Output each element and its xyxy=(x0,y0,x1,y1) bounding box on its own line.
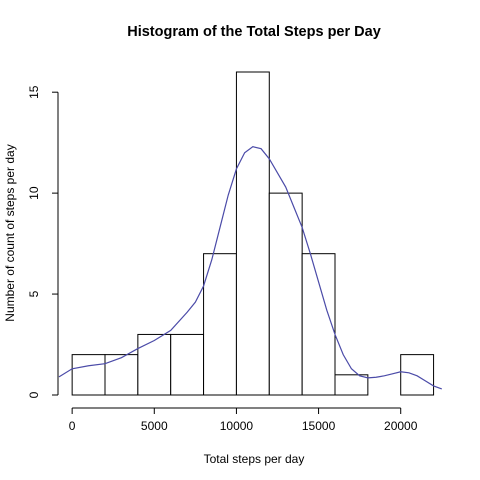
histogram-bar xyxy=(301,253,336,396)
histogram-bar xyxy=(104,354,139,396)
histogram-bar xyxy=(400,354,435,396)
y-axis: 0 5 10 15 xyxy=(27,85,59,398)
x-tick-label: 10000 xyxy=(220,419,254,433)
bars-group xyxy=(71,71,435,396)
y-tick-label: 10 xyxy=(27,186,41,200)
x-axis: 0 5000 10000 15000 20000 xyxy=(69,407,418,433)
y-axis-label: Number of count of steps per day xyxy=(3,144,17,321)
histogram-bar xyxy=(71,354,106,396)
histogram-bar xyxy=(203,253,237,396)
histogram-bar xyxy=(334,374,369,396)
x-tick-label: 15000 xyxy=(302,419,336,433)
y-tick-label: 15 xyxy=(27,85,41,99)
x-tick-label: 20000 xyxy=(384,419,418,433)
histogram-bar xyxy=(170,333,205,396)
x-axis-label: Total steps per day xyxy=(204,452,305,466)
x-tick-label: 0 xyxy=(69,419,76,433)
density-curve xyxy=(58,146,442,390)
x-tick-label: 5000 xyxy=(141,419,168,433)
chart-title: Histogram of the Total Steps per Day xyxy=(127,24,381,40)
y-tick-label: 0 xyxy=(27,391,41,398)
histogram-bar xyxy=(235,71,270,396)
histogram-bar xyxy=(268,192,303,396)
histogram-bar xyxy=(137,333,172,396)
y-tick-label: 5 xyxy=(27,290,41,297)
